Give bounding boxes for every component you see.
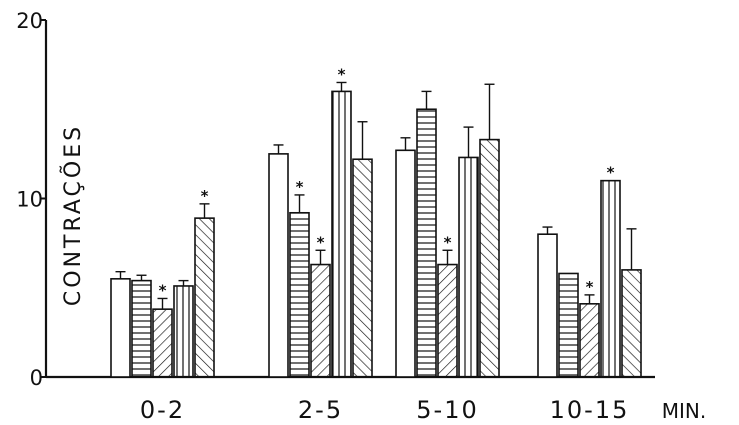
bar bbox=[268, 153, 289, 378]
category-labels: 0-2 2-5 5-10 10-15 bbox=[140, 396, 630, 424]
significance-star: * bbox=[159, 281, 167, 299]
significance-star: * bbox=[444, 233, 452, 251]
significance-star: * bbox=[296, 178, 304, 196]
bar bbox=[173, 285, 194, 378]
bar bbox=[579, 303, 600, 378]
bar bbox=[537, 233, 558, 378]
y-axis-label: CONTRAÇÕES bbox=[59, 124, 86, 306]
bar bbox=[331, 90, 352, 378]
category-label: 2-5 bbox=[298, 396, 343, 424]
bar bbox=[621, 269, 642, 378]
bar bbox=[194, 217, 215, 378]
y-tick-label: 0 bbox=[30, 366, 43, 390]
bar bbox=[458, 156, 479, 378]
bar bbox=[600, 179, 621, 378]
bar bbox=[152, 308, 173, 378]
y-tick-label: 10 bbox=[16, 188, 43, 212]
bar bbox=[110, 278, 131, 378]
x-axis-unit-label: MIN. bbox=[662, 399, 706, 423]
bar bbox=[310, 263, 331, 378]
error-bars bbox=[115, 81, 637, 310]
significance-star: * bbox=[338, 65, 346, 83]
bar bbox=[395, 149, 416, 378]
y-ticks: 0 10 20 bbox=[16, 9, 46, 390]
bar bbox=[352, 158, 373, 378]
significance-star: * bbox=[317, 233, 325, 251]
significance-star: * bbox=[201, 187, 209, 205]
bar bbox=[131, 279, 152, 378]
category-label: 10-15 bbox=[550, 396, 630, 424]
significance-star: * bbox=[607, 164, 615, 182]
y-tick-label: 20 bbox=[16, 9, 43, 33]
significance-markers: * * * * * * * * bbox=[159, 65, 615, 299]
bar bbox=[558, 272, 579, 378]
bar bbox=[289, 211, 310, 378]
bar bbox=[416, 108, 437, 378]
category-label: 5-10 bbox=[416, 396, 478, 424]
significance-star: * bbox=[586, 278, 594, 296]
category-label: 0-2 bbox=[140, 396, 185, 424]
bars bbox=[110, 90, 642, 378]
bar bbox=[479, 138, 500, 378]
bar bbox=[437, 263, 458, 378]
